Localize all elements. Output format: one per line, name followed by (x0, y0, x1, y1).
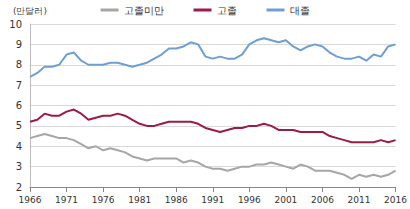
svg-text:1996: 1996 (238, 195, 261, 205)
svg-text:2016: 2016 (384, 195, 407, 205)
svg-text:8: 8 (16, 59, 22, 70)
svg-text:고졸: 고졸 (217, 5, 237, 16)
svg-text:2: 2 (16, 182, 22, 193)
svg-text:3: 3 (16, 161, 22, 172)
svg-text:10: 10 (9, 19, 22, 30)
svg-text:1981: 1981 (128, 195, 151, 205)
svg-text:7: 7 (16, 80, 22, 91)
svg-text:4: 4 (16, 141, 22, 152)
svg-text:6: 6 (16, 100, 22, 111)
svg-text:1991: 1991 (201, 195, 224, 205)
svg-text:1971: 1971 (55, 195, 78, 205)
svg-text:9: 9 (16, 39, 22, 50)
svg-text:1966: 1966 (19, 195, 42, 205)
svg-text:2006: 2006 (311, 195, 334, 205)
svg-text:2011: 2011 (348, 195, 371, 205)
svg-text:2001: 2001 (274, 195, 297, 205)
svg-text:1986: 1986 (165, 195, 188, 205)
svg-text:1976: 1976 (92, 195, 115, 205)
svg-text:(만달러): (만달러) (13, 6, 47, 16)
svg-text:고졸미만: 고졸미만 (124, 5, 164, 16)
svg-text:5: 5 (16, 120, 22, 131)
svg-text:대졸: 대졸 (290, 5, 310, 16)
